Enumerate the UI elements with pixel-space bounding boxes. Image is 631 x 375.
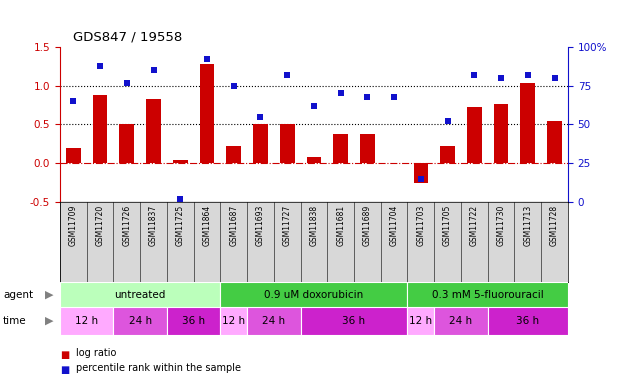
Text: GSM11728: GSM11728 [550,204,559,246]
Point [256,114,266,120]
Bar [66,148,81,163]
Bar [333,134,348,163]
Text: 12 h: 12 h [410,316,432,326]
Text: ■: ■ [60,365,69,375]
Bar [300,307,408,335]
Point [148,67,158,73]
Text: GSM11725: GSM11725 [176,204,185,246]
Bar [434,307,488,335]
Bar [408,307,434,335]
Bar [114,307,167,335]
Point [122,80,132,86]
Text: GSM11703: GSM11703 [416,204,425,246]
Bar [307,157,321,163]
Bar [413,163,428,183]
Point [228,83,239,89]
Text: 12 h: 12 h [222,316,245,326]
Bar [408,282,568,307]
Bar [521,83,535,163]
Text: 12 h: 12 h [75,316,98,326]
Bar [167,307,220,335]
Point [416,176,426,182]
Text: GSM11730: GSM11730 [497,204,505,246]
Text: GDS847 / 19558: GDS847 / 19558 [73,30,182,43]
Text: GSM11713: GSM11713 [523,204,533,246]
Text: GSM11709: GSM11709 [69,204,78,246]
Text: GSM11726: GSM11726 [122,204,131,246]
Bar [173,160,187,163]
Point [389,94,399,100]
Bar [220,282,408,307]
Bar [440,146,455,163]
Text: 36 h: 36 h [182,316,205,326]
Bar [119,124,134,163]
Bar [146,99,161,163]
Text: ■: ■ [60,350,69,360]
Text: GSM11720: GSM11720 [95,204,105,246]
Text: GSM11681: GSM11681 [336,204,345,246]
Bar [220,307,247,335]
Bar [280,124,295,163]
Text: GSM11864: GSM11864 [203,204,211,246]
Point [309,103,319,109]
Point [442,118,452,124]
Text: ▶: ▶ [45,316,54,326]
Text: GSM11837: GSM11837 [149,204,158,246]
Point [68,98,78,104]
Text: 24 h: 24 h [449,316,473,326]
Text: GSM11689: GSM11689 [363,204,372,246]
Text: GSM11838: GSM11838 [309,204,319,246]
Text: 0.3 mM 5-fluorouracil: 0.3 mM 5-fluorouracil [432,290,543,300]
Bar [199,64,215,163]
Text: GSM11727: GSM11727 [283,204,292,246]
Bar [227,146,241,163]
Text: 24 h: 24 h [129,316,151,326]
Point [336,90,346,96]
Bar [547,121,562,163]
Text: GSM11705: GSM11705 [443,204,452,246]
Text: agent: agent [3,290,33,300]
Text: 24 h: 24 h [262,316,285,326]
Bar [488,307,568,335]
Point [522,72,533,78]
Bar [360,134,375,163]
Text: percentile rank within the sample: percentile rank within the sample [76,363,240,373]
Bar [247,307,300,335]
Point [282,72,292,78]
Point [175,196,186,202]
Point [362,94,372,100]
Bar [253,124,268,163]
Text: GSM11722: GSM11722 [470,204,479,246]
Point [202,56,212,62]
Text: untreated: untreated [114,290,166,300]
Bar [60,307,114,335]
Bar [93,95,107,163]
Text: GSM11704: GSM11704 [389,204,399,246]
Point [496,75,506,81]
Point [550,75,560,81]
Text: 36 h: 36 h [516,316,540,326]
Point [95,63,105,69]
Point [469,72,480,78]
Text: log ratio: log ratio [76,348,116,358]
Text: 36 h: 36 h [343,316,365,326]
Bar [493,104,509,163]
Bar [467,108,481,163]
Bar [60,282,220,307]
Text: GSM11693: GSM11693 [256,204,265,246]
Text: ▶: ▶ [45,290,54,300]
Text: time: time [3,316,27,326]
Text: GSM11687: GSM11687 [229,204,239,246]
Text: 0.9 uM doxorubicin: 0.9 uM doxorubicin [264,290,363,300]
